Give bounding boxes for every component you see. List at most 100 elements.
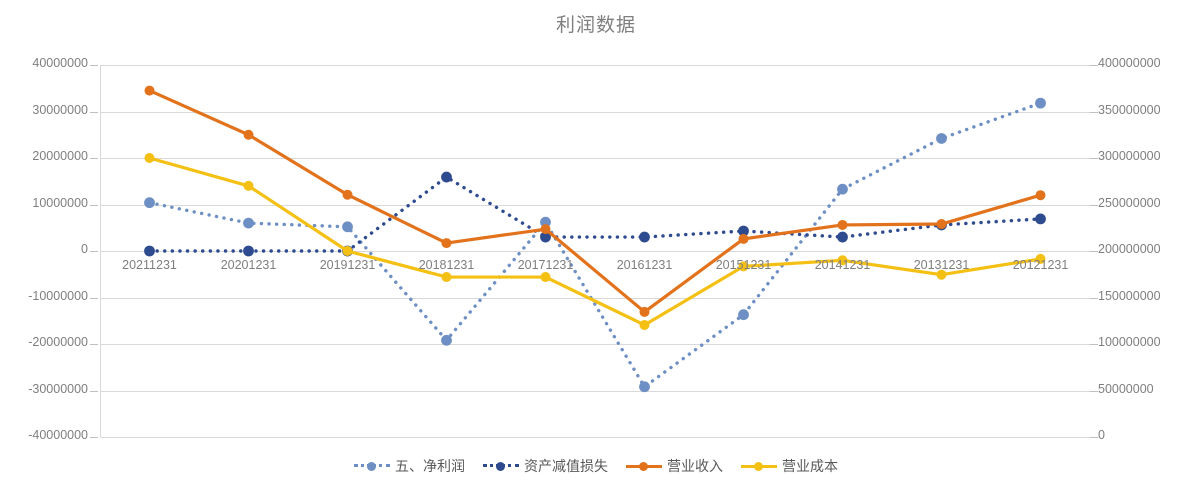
y-axis-right-tick-mark — [1090, 297, 1098, 299]
y-axis-right-tick-label: 50000000 — [1098, 381, 1154, 396]
data-point[interactable] — [738, 309, 749, 321]
data-point[interactable] — [1035, 253, 1046, 264]
legend-marker-icon — [367, 462, 376, 471]
legend-label: 资产减值损失 — [524, 458, 608, 474]
x-axis-tick-label: 20121231 — [1012, 258, 1069, 272]
legend-swatch-icon — [741, 460, 777, 472]
data-point[interactable] — [144, 245, 155, 257]
data-point[interactable] — [837, 219, 848, 230]
y-axis-right-tick-label: 400000000 — [1098, 56, 1161, 70]
data-point[interactable] — [441, 334, 452, 346]
series-4 — [144, 153, 1046, 330]
data-point[interactable] — [342, 246, 353, 256]
gridline — [100, 344, 1090, 345]
data-point[interactable] — [441, 238, 452, 249]
data-point[interactable] — [639, 306, 650, 317]
data-point[interactable] — [837, 183, 848, 195]
data-point[interactable] — [738, 233, 749, 244]
data-point[interactable] — [144, 197, 155, 209]
plot-area — [100, 65, 1090, 438]
y-axis-left-tick-label: -40000000 — [28, 428, 88, 442]
data-point[interactable] — [243, 217, 254, 229]
y-axis-left-tick-label: -10000000 — [28, 288, 88, 303]
gridline — [100, 251, 1090, 252]
x-axis-tick-label: 20181231 — [418, 258, 475, 272]
data-point[interactable] — [342, 221, 353, 233]
data-point[interactable] — [639, 381, 650, 393]
legend-item-3[interactable]: 营业收入 — [626, 456, 723, 476]
data-point[interactable] — [144, 85, 155, 96]
y-axis-left-tick-mark — [90, 204, 98, 206]
legend-swatch-icon — [626, 460, 662, 472]
data-point[interactable] — [540, 224, 551, 235]
data-point[interactable] — [837, 231, 848, 243]
x-axis-tick-label: 20141231 — [814, 258, 871, 272]
y-axis-right-tick-mark — [1090, 204, 1098, 206]
legend-marker-icon — [754, 462, 763, 471]
gridline — [100, 111, 1090, 113]
gridline — [100, 297, 1090, 299]
data-point[interactable] — [540, 231, 551, 243]
y-axis-right-tick-label: 300000000 — [1098, 149, 1161, 163]
data-point[interactable] — [1035, 190, 1046, 201]
x-axis-tick-label: 20211231 — [122, 258, 177, 272]
y-axis-left-tick-label: 40000000 — [32, 56, 88, 70]
series-1 — [144, 97, 1046, 393]
series-layer — [144, 85, 1046, 393]
legend-item-1[interactable]: 五、净利润 — [354, 456, 465, 476]
data-point[interactable] — [540, 272, 551, 283]
y-axis-left-tick-label: 0 — [81, 242, 88, 256]
data-point[interactable] — [639, 319, 650, 330]
gridline — [100, 65, 1090, 66]
data-point[interactable] — [936, 219, 947, 230]
x-axis-tick-label: 20201231 — [220, 258, 277, 272]
data-point[interactable] — [243, 129, 254, 140]
x-axis-tick-label: 20161231 — [616, 258, 673, 272]
y-axis-left-tick-mark — [90, 390, 98, 392]
legend-item-4[interactable]: 营业成本 — [741, 456, 838, 476]
y-axis-left-tick-label: -20000000 — [28, 335, 88, 349]
y-axis-right-tick-mark — [1090, 344, 1098, 345]
y-axis-left-tick-mark — [90, 158, 98, 159]
series-line — [147, 175, 1043, 253]
y-axis-left-tick-label: 30000000 — [32, 102, 88, 117]
data-point[interactable] — [540, 216, 551, 228]
y-axis-left-tick-mark — [90, 111, 98, 113]
y-axis-right-tick-label: 250000000 — [1098, 195, 1161, 210]
data-point[interactable] — [639, 231, 650, 243]
y-axis-right-tick-mark — [1090, 158, 1098, 159]
data-point[interactable] — [936, 269, 947, 280]
y-axis-line — [100, 65, 101, 437]
data-point[interactable] — [738, 225, 749, 237]
y-axis-left-tick-mark — [90, 251, 98, 252]
series-line — [147, 101, 1043, 389]
y-axis-right-tick-label: 100000000 — [1098, 335, 1161, 349]
y-axis-left-tick-label: -30000000 — [28, 381, 88, 396]
data-point[interactable] — [1035, 213, 1046, 225]
data-point[interactable] — [144, 153, 155, 163]
y-axis-left-tick-mark — [90, 65, 98, 66]
y-axis-right-tick-label: 200000000 — [1098, 242, 1161, 256]
data-point[interactable] — [243, 180, 254, 191]
gridline — [100, 390, 1090, 392]
y-axis-left-tick-label: 10000000 — [32, 195, 88, 210]
data-point[interactable] — [243, 245, 254, 257]
y-axis-right-tick-label: 0 — [1098, 428, 1105, 442]
data-point[interactable] — [936, 133, 947, 144]
series-line — [147, 156, 1043, 327]
gridline — [100, 204, 1090, 206]
legend-marker-icon — [496, 462, 505, 471]
data-point[interactable] — [738, 261, 749, 272]
x-axis-tick-label: 20131231 — [913, 258, 970, 272]
gridline — [100, 437, 1090, 438]
data-point[interactable] — [441, 272, 452, 283]
data-point[interactable] — [342, 189, 353, 200]
y-axis-right-tick-mark — [1090, 251, 1098, 252]
data-point[interactable] — [1035, 97, 1046, 109]
chart-legend: 五、净利润 资产减值损失 营业收入 营业成本 — [0, 456, 1192, 476]
data-point[interactable] — [441, 171, 452, 183]
legend-item-2[interactable]: 资产减值损失 — [483, 456, 608, 476]
data-point[interactable] — [837, 255, 848, 266]
y-axis-left-tick-mark — [90, 297, 98, 299]
